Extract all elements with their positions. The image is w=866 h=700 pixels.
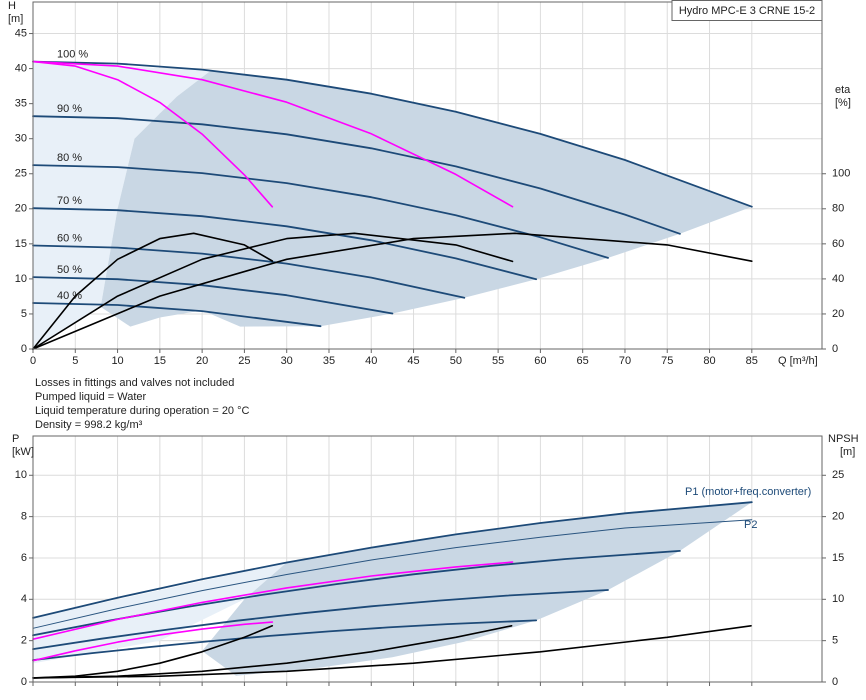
y2-tick-label: 0: [832, 343, 838, 355]
x-tick-label: 25: [238, 355, 250, 367]
y2-axis-label: [%]: [835, 97, 851, 109]
y-axis-label: [kW]: [12, 446, 34, 458]
y2-tick-label: 25: [832, 469, 844, 481]
title-box: [671, 0, 823, 21]
speed-label: 90 %: [57, 103, 82, 115]
curve-label: P1 (motor+freq.converter): [685, 486, 811, 498]
curve: [32, 619, 538, 661]
note: Density = 998.2 kg/m³: [35, 419, 143, 431]
plot-frame: [32, 1, 823, 350]
y-tick-label: 4: [21, 593, 27, 605]
x-tick-label: 35: [323, 355, 335, 367]
plot-frame: [32, 435, 823, 683]
curve-label: P2: [744, 519, 757, 531]
x-tick-label: 85: [746, 355, 758, 367]
chart-title: Hydro MPC-E 3 CRNE 15-2: [679, 5, 815, 17]
y-tick-label: 40: [15, 63, 27, 75]
y2-axis-label: eta: [835, 84, 851, 96]
y-tick-label: 0: [21, 676, 27, 688]
curve: [32, 519, 753, 629]
x-axis-label: Q [m³/h]: [778, 355, 818, 367]
y-tick-label: 20: [15, 203, 27, 215]
curve: [32, 244, 466, 299]
operating-area: [33, 61, 211, 349]
y-axis-label: P: [12, 433, 19, 445]
x-tick-label: 20: [196, 355, 208, 367]
y-tick-label: 0: [21, 343, 27, 355]
y2-tick-label: 40: [832, 273, 844, 285]
speed-label: 40 %: [57, 290, 82, 302]
y2-tick-label: 0: [832, 676, 838, 688]
x-tick-label: 50: [450, 355, 462, 367]
curve: [32, 60, 753, 208]
operating-area: [202, 502, 752, 676]
y-tick-label: 45: [15, 27, 27, 39]
curve: [32, 625, 274, 679]
x-tick-label: 75: [661, 355, 673, 367]
curve: [32, 276, 394, 315]
curve: [32, 302, 322, 328]
operating-area: [100, 70, 752, 327]
speed-label: 80 %: [57, 152, 82, 164]
x-tick-label: 30: [281, 355, 293, 367]
y2-axis-label: [m]: [840, 446, 855, 458]
y-tick-label: 35: [15, 98, 27, 110]
x-tick-label: 15: [154, 355, 166, 367]
curve: [32, 589, 609, 650]
x-tick-label: 55: [492, 355, 504, 367]
plot-area: 0 2 4 6 8 10 0 5 10 15 20 25 P1 (motor+freq.converte…: [12, 433, 859, 688]
note: Liquid temperature during operation = 20…: [35, 405, 250, 417]
x-tick-label: 70: [619, 355, 631, 367]
curve: [32, 115, 681, 235]
x-tick-label: 5: [72, 355, 78, 367]
y-tick-label: 6: [21, 552, 27, 564]
curve: [32, 232, 753, 350]
curve: [32, 621, 274, 662]
y-tick-label: 8: [21, 511, 27, 523]
y2-tick-label: 80: [832, 203, 844, 215]
y-tick-label: 10: [15, 469, 27, 481]
x-tick-label: 40: [365, 355, 377, 367]
note: Pumped liquid = Water: [35, 391, 147, 403]
curve: [32, 207, 538, 281]
curve: [32, 60, 514, 208]
speed-label: 70 %: [57, 195, 82, 207]
y2-tick-label: 20: [832, 308, 844, 320]
y-tick-label: 10: [15, 273, 27, 285]
curve: [32, 501, 753, 619]
speed-label: 50 %: [57, 264, 82, 276]
y-tick-label: 30: [15, 133, 27, 145]
y2-tick-label: 10: [832, 593, 844, 605]
x-tick-label: 0: [30, 355, 36, 367]
curve: [32, 232, 274, 350]
speed-label: 100 %: [57, 48, 88, 60]
x-tick-label: 60: [534, 355, 546, 367]
x-tick-label: 80: [703, 355, 715, 367]
y2-tick-label: 5: [832, 635, 838, 647]
y-tick-label: 25: [15, 168, 27, 180]
x-tick-label: 10: [111, 355, 123, 367]
x-tick-label: 45: [407, 355, 419, 367]
note: Losses in fittings and valves not includ…: [35, 377, 234, 389]
y2-tick-label: 100: [832, 168, 850, 180]
plot-area: 0 5 10 15 20 25 30 35 40 45 50 55 60 65 70 75 80 85 0 5 10 15…: [8, 0, 851, 367]
curve: [32, 561, 514, 640]
y2-tick-label: 60: [832, 238, 844, 250]
curve: [32, 625, 752, 679]
y-axis-label: H: [8, 0, 16, 12]
y-axis-label: [m]: [8, 13, 23, 25]
y2-tick-label: 20: [832, 511, 844, 523]
speed-label: 60 %: [57, 232, 82, 244]
y-tick-label: 2: [21, 635, 27, 647]
operating-area: [33, 562, 287, 664]
y2-axis-label: NPSH: [828, 433, 859, 445]
x-tick-label: 65: [577, 355, 589, 367]
y2-tick-label: 15: [832, 552, 844, 564]
y-tick-label: 5: [21, 308, 27, 320]
curve: [32, 60, 274, 208]
curve: [32, 232, 514, 350]
y-tick-label: 15: [15, 238, 27, 250]
